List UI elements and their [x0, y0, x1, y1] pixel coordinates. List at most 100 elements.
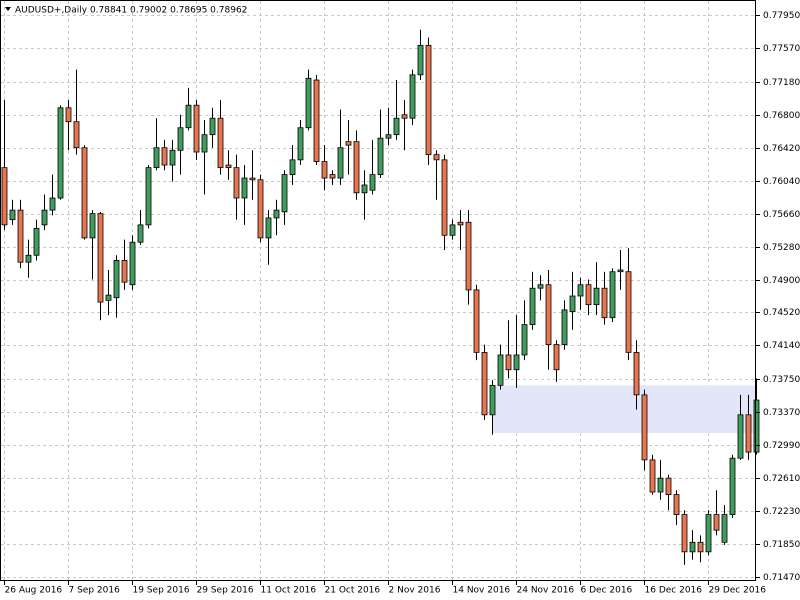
candle-body — [329, 174, 336, 179]
candle-body — [361, 184, 368, 194]
candle-body — [721, 514, 728, 543]
candle-body — [313, 79, 320, 162]
candle-body — [681, 514, 688, 553]
candle-body — [33, 227, 40, 256]
x-tick-label: 14 Nov 2016 — [453, 586, 511, 596]
candle-body — [265, 217, 272, 239]
candle-body — [345, 141, 352, 146]
y-tick-label: 0.74140 — [763, 341, 800, 351]
candle-body — [169, 149, 176, 166]
candle-body — [425, 44, 432, 156]
y-tick-label: 0.75280 — [763, 243, 800, 253]
plot-frame — [0, 0, 756, 581]
candle-body — [465, 221, 472, 291]
candle-body — [337, 147, 344, 179]
y-tick-label: 0.76800 — [763, 111, 800, 121]
y-tick-label: 0.77570 — [763, 44, 800, 54]
candle-body — [617, 269, 624, 273]
candle-body — [521, 324, 528, 356]
y-tick-label: 0.71850 — [763, 540, 800, 550]
candle-body — [441, 159, 448, 236]
y-tick-label: 0.74900 — [763, 276, 800, 286]
candle-body — [273, 209, 280, 219]
x-tick-label: 21 Oct 2016 — [325, 586, 381, 596]
candle-body — [649, 459, 656, 493]
y-tick-label: 0.77950 — [763, 11, 800, 21]
candle-body — [745, 414, 752, 453]
candle-body — [137, 224, 144, 243]
candle-body — [241, 177, 248, 199]
candle-body — [561, 309, 568, 345]
candle-body — [369, 174, 376, 191]
candle-body — [729, 457, 736, 515]
candle-body — [153, 147, 160, 169]
candle-body — [513, 354, 520, 371]
candle-body — [593, 287, 600, 306]
candle-body — [129, 241, 136, 286]
candle-body — [281, 174, 288, 213]
candle-body — [161, 147, 168, 166]
candle-body — [105, 294, 112, 301]
candle-body — [233, 167, 240, 199]
price-zone — [492, 385, 756, 434]
candle-body — [305, 77, 312, 129]
candle-body — [753, 399, 760, 453]
candle-body — [737, 414, 744, 459]
candle-body — [633, 351, 640, 396]
candle-body — [145, 167, 152, 226]
x-tick-label: 24 Nov 2016 — [517, 586, 575, 596]
candle-body — [641, 394, 648, 461]
x-tick-label: 6 Dec 2016 — [581, 586, 633, 596]
candle-body — [377, 137, 384, 175]
candle-body — [385, 134, 392, 139]
candle-body — [601, 287, 608, 319]
candle-body — [1, 167, 8, 226]
plot — [1, 29, 760, 565]
candle-body — [257, 179, 264, 239]
candle-body — [225, 164, 232, 169]
candle-body — [41, 209, 48, 226]
candle-body — [25, 254, 32, 263]
x-tick-label: 2 Nov 2016 — [389, 586, 441, 596]
candle-body — [673, 494, 680, 515]
candle-body — [57, 107, 64, 199]
chart-title: AUDUSD+,Daily 0.78841 0.79002 0.78695 0.… — [15, 6, 247, 16]
candle-body — [625, 271, 632, 353]
candle-body — [217, 117, 224, 169]
y-tick-label: 0.76040 — [763, 177, 800, 187]
x-tick-label: 26 Aug 2016 — [5, 586, 63, 596]
candle-body — [609, 271, 616, 319]
y-tick-label: 0.74520 — [763, 308, 800, 318]
candle-body — [73, 121, 80, 149]
candle-body — [209, 117, 216, 136]
y-tick-label: 0.73750 — [763, 375, 800, 385]
candle-body — [65, 107, 72, 123]
x-tick-label: 29 Dec 2016 — [709, 586, 767, 596]
x-tick-label: 7 Sep 2016 — [69, 586, 121, 596]
candle-body — [569, 295, 576, 313]
menu-arrow[interactable] — [5, 7, 11, 11]
candle-body — [401, 114, 408, 119]
y-tick-label: 0.76420 — [763, 144, 800, 154]
x-tick-label: 16 Dec 2016 — [645, 586, 703, 596]
candle-body — [249, 177, 256, 181]
candle-body — [113, 260, 120, 299]
candle-body — [393, 117, 400, 136]
y-tick-label: 0.73370 — [763, 408, 800, 418]
candle-body — [537, 284, 544, 289]
candle-body — [585, 284, 592, 306]
candle-body — [657, 477, 664, 493]
candle-body — [177, 127, 184, 151]
candle-body — [81, 147, 88, 239]
candle-body — [473, 289, 480, 353]
candle-body — [457, 221, 464, 226]
candle-body — [489, 384, 496, 416]
candle-body — [433, 154, 440, 161]
candle-body — [353, 141, 360, 194]
candle-body — [689, 541, 696, 553]
candle-body — [505, 354, 512, 371]
candle-body — [201, 134, 208, 153]
candle-body — [193, 104, 200, 153]
candle-body — [665, 477, 672, 496]
